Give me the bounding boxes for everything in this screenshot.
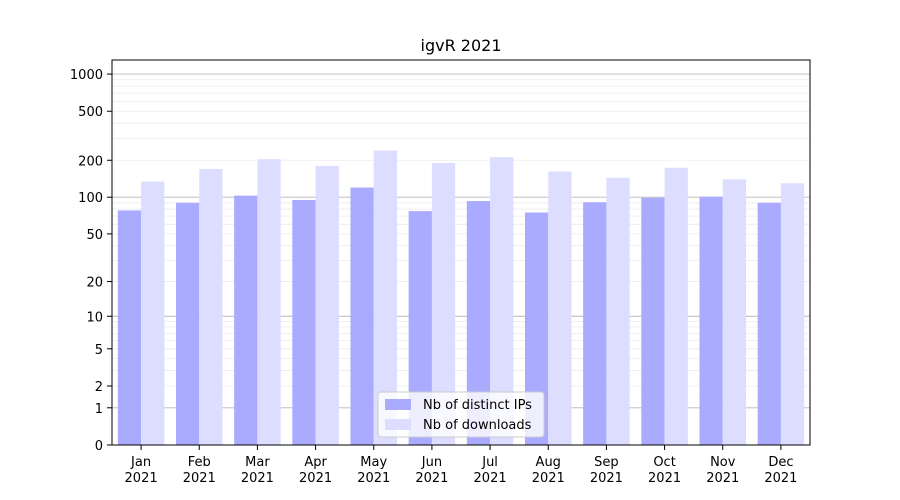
x-tick-label-line: Jul [481, 455, 498, 470]
legend-swatch [385, 419, 411, 430]
bar-nb-of-downloads-5 [431, 163, 456, 446]
y-tick-label: 0 [95, 439, 103, 454]
x-tick-label-line: 2021 [648, 471, 681, 486]
x-tick-label-line: May [360, 455, 387, 470]
x-tick-label: Sep 2021 [590, 455, 623, 486]
bar-nb-of-distinct-ips-5 [408, 211, 432, 445]
x-tick-label: May 2021 [357, 455, 390, 486]
y-tick-label: 2 [95, 380, 103, 395]
bar-nb-of-distinct-ips-6 [466, 201, 491, 445]
x-tick-label-line: Sep [594, 455, 619, 470]
bar-nb-of-downloads-0 [141, 181, 165, 445]
y-tick-label: 1000 [70, 68, 103, 83]
legend-label: Nb of distinct IPs [423, 398, 532, 413]
legend-label: Nb of downloads [423, 418, 532, 433]
bar-nb-of-distinct-ips-9 [641, 197, 665, 445]
plot-frame [111, 59, 811, 446]
bar-nb-of-downloads-10 [722, 179, 747, 445]
x-tick-label-line: Apr [304, 455, 327, 470]
bar-nb-of-distinct-ips-0 [117, 210, 142, 445]
chart-title: igvR 2021 [421, 36, 502, 55]
bar-nb-of-distinct-ips-3 [292, 199, 316, 445]
x-tick-label: Jan 2021 [125, 455, 158, 486]
x-tick-label: Nov 2021 [706, 455, 739, 486]
x-tick-label-line: 2021 [415, 471, 448, 486]
bar-nb-of-distinct-ips-2 [234, 195, 258, 445]
bar-nb-of-downloads-6 [490, 157, 514, 446]
x-tick-label: Feb 2021 [183, 455, 216, 486]
grid [112, 73, 810, 409]
x-tick-label: Apr 2021 [299, 455, 332, 486]
y-tick-label: 100 [78, 191, 103, 206]
bar-nb-of-downloads-3 [315, 165, 339, 446]
y-tick-label: 5 [95, 343, 103, 358]
x-tick-label-line: Jun [421, 455, 442, 470]
x-tick-label-line: Oct [653, 455, 675, 470]
bar-nb-of-distinct-ips-10 [699, 196, 723, 445]
x-tick-label-line: Dec [768, 455, 793, 470]
bar-nb-of-distinct-ips-8 [583, 202, 607, 445]
x-tick-label-line: Nov [710, 455, 736, 470]
x-tick-label-line: Feb [188, 455, 211, 470]
x-tick-label-line: 2021 [532, 471, 565, 486]
bar-nb-of-downloads-9 [664, 167, 688, 445]
x-tick-label: Aug 2021 [532, 455, 565, 486]
bar-nb-of-downloads-8 [606, 177, 630, 445]
y-tick-label: 20 [86, 276, 103, 291]
legend-swatch [385, 399, 411, 410]
legend-box [377, 391, 545, 438]
x-tick-label-line: 2021 [590, 471, 623, 486]
x-tick-label-line: 2021 [183, 471, 216, 486]
bar-nb-of-distinct-ips-4 [350, 187, 374, 446]
x-tick-label-line: 2021 [125, 471, 158, 486]
x-tick-label-line: Mar [245, 455, 270, 470]
x-tick-label: Dec 2021 [764, 455, 797, 486]
bar-nb-of-downloads-2 [257, 159, 281, 445]
x-tick-label: Jun 2021 [415, 455, 448, 486]
y-tick-label: 50 [86, 228, 103, 243]
legend: Nb of distinct IPs Nb of downloads [377, 391, 545, 438]
bar-nb-of-downloads-4 [373, 150, 398, 445]
x-tick-label-line: 2021 [241, 471, 274, 486]
y-tick-label: 1 [95, 402, 103, 417]
y-tick-label: 200 [78, 154, 103, 169]
bar-nb-of-downloads-7 [548, 171, 572, 445]
x-tick-label-line: Aug [536, 455, 561, 470]
bar-nb-of-distinct-ips-1 [175, 202, 200, 445]
bar-nb-of-downloads-11 [780, 183, 805, 445]
x-tick-label-line: 2021 [706, 471, 739, 486]
bar-nb-of-downloads-1 [199, 168, 223, 445]
y-tick-label: 500 [78, 105, 103, 120]
x-tick-label-line: 2021 [474, 471, 507, 486]
x-tick-label: Mar 2021 [241, 455, 274, 486]
x-tick-label-line: Jan [130, 455, 151, 470]
x-tick-label-line: 2021 [357, 471, 390, 486]
bar-nb-of-distinct-ips-7 [524, 212, 549, 445]
x-tick-label-line: 2021 [299, 471, 332, 486]
x-tick-label-line: 2021 [764, 471, 797, 486]
bars [117, 150, 805, 446]
bar-nb-of-distinct-ips-11 [757, 202, 781, 445]
x-tick-label: Oct 2021 [648, 455, 681, 486]
x-tick-label: Jul 2021 [474, 455, 507, 486]
y-tick-label: 10 [86, 310, 103, 325]
